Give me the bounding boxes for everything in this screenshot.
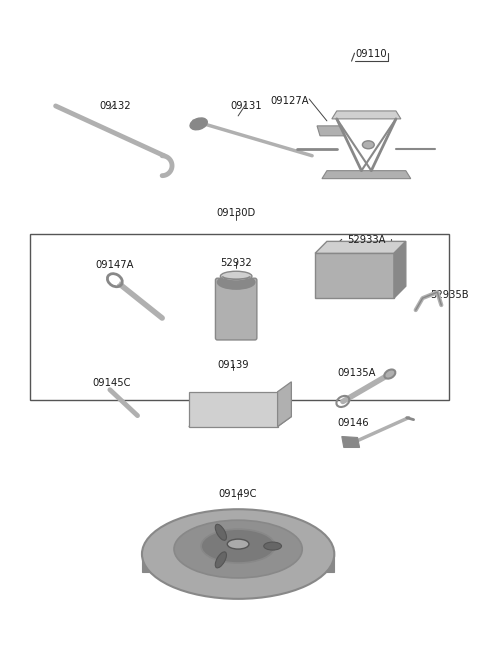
Text: 09146: 09146 <box>338 418 369 428</box>
Ellipse shape <box>217 275 255 289</box>
Text: 52935B: 52935B <box>431 290 469 300</box>
Polygon shape <box>277 382 291 426</box>
Polygon shape <box>322 171 411 179</box>
FancyBboxPatch shape <box>216 278 257 340</box>
Polygon shape <box>332 111 401 119</box>
Text: 09131: 09131 <box>230 101 262 111</box>
Ellipse shape <box>215 524 227 540</box>
Polygon shape <box>317 126 345 136</box>
Ellipse shape <box>362 141 374 148</box>
Bar <box>30 234 449 401</box>
Ellipse shape <box>220 271 252 281</box>
Ellipse shape <box>215 552 227 568</box>
Polygon shape <box>394 241 406 298</box>
Polygon shape <box>189 417 291 426</box>
Ellipse shape <box>190 118 207 130</box>
Text: 09135A: 09135A <box>337 368 376 378</box>
Ellipse shape <box>201 529 275 563</box>
Text: 09139: 09139 <box>217 360 249 370</box>
Ellipse shape <box>142 509 334 599</box>
Text: 09149C: 09149C <box>219 489 257 499</box>
Text: 09147A: 09147A <box>96 260 134 270</box>
Text: 09130D: 09130D <box>216 208 256 217</box>
Polygon shape <box>143 554 334 572</box>
Text: 52933A: 52933A <box>347 235 385 246</box>
Ellipse shape <box>264 542 282 550</box>
Text: 09127A: 09127A <box>271 96 309 106</box>
Polygon shape <box>342 436 360 447</box>
Ellipse shape <box>174 520 302 578</box>
Ellipse shape <box>111 277 119 283</box>
Ellipse shape <box>227 539 249 549</box>
Polygon shape <box>315 241 406 254</box>
Text: 09110: 09110 <box>356 49 387 59</box>
Ellipse shape <box>384 369 396 378</box>
Text: 52932: 52932 <box>220 258 252 268</box>
Text: 09132: 09132 <box>99 101 131 111</box>
Polygon shape <box>315 254 394 298</box>
Polygon shape <box>189 392 277 426</box>
Text: 09145C: 09145C <box>93 378 131 388</box>
